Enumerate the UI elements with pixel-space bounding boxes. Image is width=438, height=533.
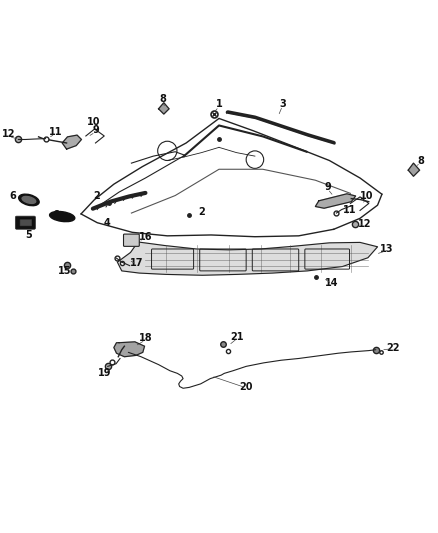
Text: 6: 6 bbox=[9, 191, 16, 201]
Text: 13: 13 bbox=[380, 244, 393, 254]
Text: 5: 5 bbox=[25, 230, 32, 239]
Text: 20: 20 bbox=[240, 382, 253, 392]
Text: 14: 14 bbox=[325, 278, 339, 288]
FancyBboxPatch shape bbox=[124, 234, 139, 246]
Text: 9: 9 bbox=[324, 182, 331, 192]
Polygon shape bbox=[315, 194, 356, 208]
Polygon shape bbox=[62, 135, 81, 149]
Text: 11: 11 bbox=[343, 205, 356, 215]
Text: 10: 10 bbox=[87, 117, 100, 127]
Ellipse shape bbox=[19, 194, 39, 206]
Text: 17: 17 bbox=[130, 258, 143, 268]
Polygon shape bbox=[159, 103, 169, 114]
FancyBboxPatch shape bbox=[15, 216, 35, 229]
Text: 8: 8 bbox=[159, 94, 166, 104]
Text: 16: 16 bbox=[139, 232, 152, 242]
Ellipse shape bbox=[22, 197, 36, 204]
FancyBboxPatch shape bbox=[20, 219, 32, 226]
Text: 10: 10 bbox=[360, 191, 374, 201]
Text: 18: 18 bbox=[138, 333, 152, 343]
Polygon shape bbox=[117, 242, 378, 275]
Text: 9: 9 bbox=[92, 125, 99, 135]
Polygon shape bbox=[408, 163, 420, 176]
Text: 1: 1 bbox=[215, 100, 223, 109]
Text: 21: 21 bbox=[231, 332, 244, 342]
Text: 12: 12 bbox=[358, 219, 371, 229]
Text: 2: 2 bbox=[198, 207, 205, 217]
Text: 12: 12 bbox=[2, 129, 15, 139]
Text: 8: 8 bbox=[417, 156, 424, 166]
Text: 22: 22 bbox=[387, 343, 400, 352]
Text: 2: 2 bbox=[93, 191, 100, 201]
Text: 11: 11 bbox=[49, 127, 62, 136]
Text: 6: 6 bbox=[53, 210, 60, 220]
Text: 15: 15 bbox=[58, 266, 71, 276]
Text: 19: 19 bbox=[99, 368, 112, 378]
Text: 3: 3 bbox=[279, 99, 286, 109]
Polygon shape bbox=[114, 342, 145, 357]
Ellipse shape bbox=[49, 212, 75, 222]
Text: 4: 4 bbox=[104, 217, 111, 228]
